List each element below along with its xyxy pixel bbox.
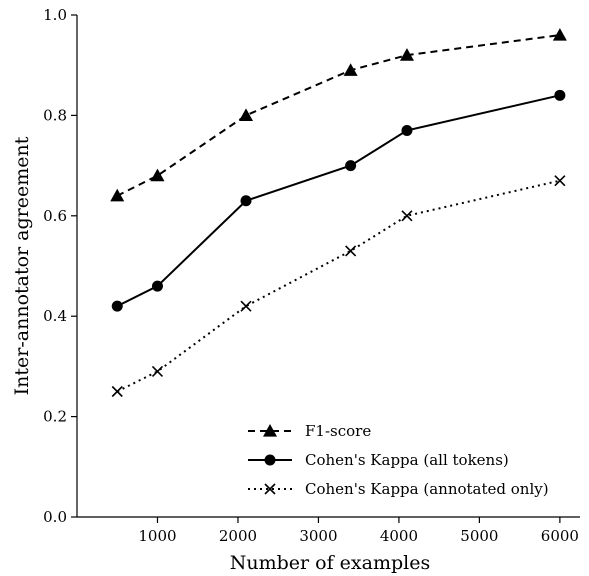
- series-line: [116, 179, 561, 393]
- series-line: [116, 34, 561, 197]
- data-point: [239, 108, 254, 121]
- series-line: [116, 94, 561, 308]
- data-point: [240, 195, 252, 207]
- legend: F1-score Cohen's Kappa (all tokens) Cohen'…: [248, 422, 549, 498]
- data-point: [345, 245, 357, 257]
- legend-item: Cohen's Kappa (all tokens): [248, 451, 509, 469]
- series-3: [111, 175, 566, 398]
- x-tick-label: 1000: [138, 527, 176, 545]
- y-tick-label: 1.0: [43, 6, 67, 24]
- x-marker-stroke: [264, 483, 276, 495]
- x-marker-stroke: [554, 175, 566, 187]
- series-1: [110, 28, 567, 202]
- legend-marker: [263, 424, 277, 437]
- legend-label: Cohen's Kappa (all tokens): [305, 451, 509, 469]
- x-marker-stroke: [111, 385, 123, 398]
- legend-label: F1-score: [305, 422, 371, 440]
- legend-item: F1-score: [248, 422, 371, 440]
- series-2: [111, 89, 566, 312]
- y-axis-title: Inter-annotator agreement: [11, 136, 33, 395]
- data-point: [150, 168, 165, 182]
- x-tick-label: 3000: [299, 527, 337, 545]
- data-point: [111, 385, 123, 398]
- data-point: [401, 124, 413, 136]
- x-tick-label: 4000: [380, 527, 418, 545]
- legend-item: Cohen's Kappa (annotated only): [248, 480, 549, 498]
- x-tick-label: 2000: [219, 527, 257, 545]
- data-point: [151, 280, 163, 292]
- data-point: [554, 175, 566, 187]
- x-marker-stroke: [345, 245, 357, 257]
- y-tick-label: 0.4: [43, 307, 67, 325]
- data-point: [399, 48, 414, 61]
- x-axis-title: Number of examples: [230, 552, 430, 574]
- x-marker-stroke: [240, 300, 252, 312]
- legend-marker: [264, 454, 276, 466]
- x-tick-label: 6000: [541, 527, 579, 545]
- data-point: [345, 160, 357, 172]
- data-point: [110, 188, 125, 202]
- data-point: [151, 365, 164, 377]
- y-tick-label: 0.0: [43, 508, 67, 526]
- x-marker-stroke: [151, 365, 164, 377]
- data-point: [343, 63, 358, 76]
- data-point: [554, 89, 566, 101]
- legend-marker: [264, 483, 276, 495]
- y-tick-label: 0.6: [43, 207, 67, 225]
- y-tick-label: 0.8: [43, 106, 67, 124]
- legend-label: Cohen's Kappa (annotated only): [305, 480, 549, 498]
- plot-area: [110, 28, 567, 398]
- x-tick-label: 5000: [460, 527, 498, 545]
- x-marker-stroke: [401, 210, 413, 222]
- y-tick-label: 0.2: [43, 408, 67, 426]
- data-point: [111, 300, 123, 312]
- data-point: [240, 300, 252, 312]
- data-point: [552, 28, 567, 41]
- data-point: [401, 210, 413, 222]
- x-ticks: 1000 2000 3000 4000 5000 6000: [138, 517, 579, 545]
- y-ticks: 0.0 0.2 0.4 0.6 0.8 1.0: [43, 6, 77, 526]
